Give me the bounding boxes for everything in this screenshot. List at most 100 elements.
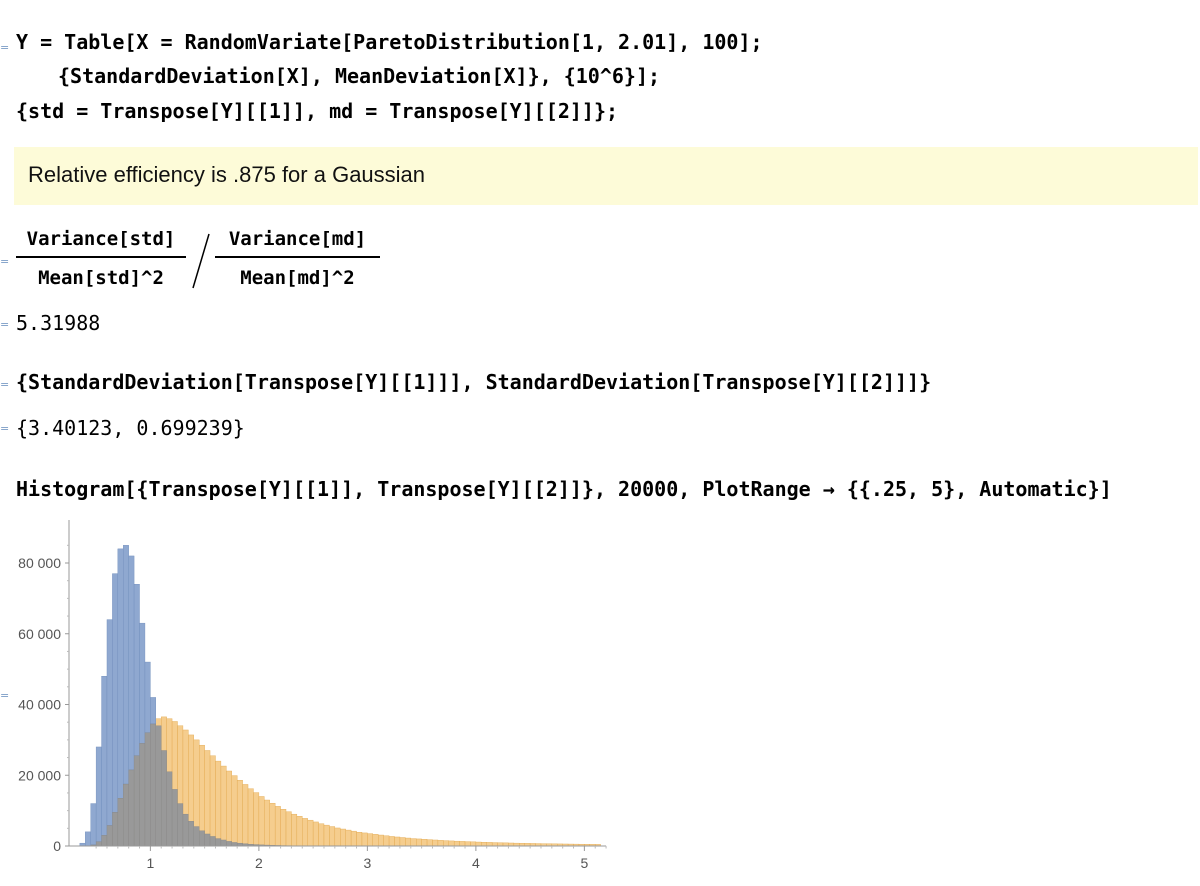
overlap-bar bbox=[155, 725, 162, 847]
series-2-bar bbox=[383, 835, 390, 847]
series-1-bar bbox=[117, 548, 124, 799]
overlap-bar bbox=[117, 798, 124, 847]
series-1-bar bbox=[106, 619, 113, 826]
y-tick-label: 0 bbox=[53, 838, 61, 854]
cell-bracket[interactable]: = bbox=[0, 422, 10, 435]
cell-bracket[interactable]: = bbox=[0, 378, 10, 391]
input-cell-3[interactable]: = {StandardDeviation[Transpose[Y][[1]]],… bbox=[0, 370, 1200, 400]
series-2-bar bbox=[280, 809, 287, 847]
overlap-bar bbox=[215, 838, 222, 847]
cell-bracket[interactable]: = bbox=[0, 689, 10, 702]
overlap-bar bbox=[182, 813, 189, 847]
series-2-bar bbox=[285, 811, 292, 847]
numerator-left: Variance[std] bbox=[26, 228, 176, 250]
x-tick-label: 2 bbox=[255, 855, 263, 871]
series-1-bar bbox=[85, 831, 91, 847]
series-1-bars bbox=[79, 545, 314, 847]
series-2-bar bbox=[421, 839, 428, 847]
cell-bracket[interactable]: = bbox=[0, 255, 10, 268]
overlap-bar bbox=[171, 789, 178, 847]
series-2-bar bbox=[345, 829, 352, 847]
input-cell-2[interactable]: = Variance[std] Mean[std]^2 Variance[md]… bbox=[0, 222, 1200, 302]
series-2-bar bbox=[350, 830, 357, 847]
x-tick-label: 5 bbox=[580, 855, 588, 871]
series-2-bar bbox=[372, 834, 379, 847]
x-tick-label: 4 bbox=[472, 855, 480, 871]
series-2-bar bbox=[394, 836, 401, 847]
series-1-bar bbox=[90, 803, 97, 846]
axes: 0 20 000 40 000 60 000 80 000 1 2 3 4 5 bbox=[18, 520, 607, 871]
series-2-bar bbox=[481, 842, 487, 847]
output-cell-3[interactable]: = {3.40123, 0.699239} bbox=[0, 414, 1200, 444]
fraction-bar-right bbox=[215, 256, 380, 258]
fraction-right: Variance[md] Mean[md]^2 bbox=[215, 228, 380, 289]
overlap-bar bbox=[144, 732, 151, 847]
series-2-bar bbox=[356, 832, 363, 847]
denominator-left: Mean[std]^2 bbox=[38, 266, 164, 289]
series-2-bar bbox=[410, 838, 417, 847]
histogram-chart: 0 20 000 40 000 60 000 80 000 1 2 3 4 5 bbox=[18, 520, 607, 871]
series-2-bar bbox=[416, 838, 422, 847]
code-line-1: Y = Table[X = RandomVariate[ParetoDistri… bbox=[16, 30, 763, 54]
overlap-bar bbox=[112, 812, 119, 847]
y-tick-label: 60 000 bbox=[18, 626, 61, 642]
numerator-right: Variance[md] bbox=[228, 228, 367, 250]
overlap-bar bbox=[166, 771, 173, 847]
series-1-bar bbox=[101, 675, 108, 836]
text-cell-content: Relative efficiency is .875 for a Gaussi… bbox=[28, 162, 426, 187]
overlap-bar bbox=[177, 803, 184, 847]
overlap-bar bbox=[95, 841, 102, 847]
series-2-bar bbox=[247, 788, 254, 847]
denominator-right: Mean[md]^2 bbox=[240, 266, 355, 289]
series-2-bar bbox=[231, 775, 238, 847]
series-2-bar bbox=[236, 780, 243, 847]
series-2-bar bbox=[323, 824, 330, 847]
series-2-bar bbox=[264, 799, 270, 847]
series-1-bar bbox=[139, 622, 146, 744]
series-2-bar bbox=[274, 806, 281, 847]
series-2-bar bbox=[361, 832, 368, 847]
series-2-bar bbox=[209, 755, 216, 847]
x-tick-label: 1 bbox=[146, 855, 154, 871]
series-1-bar bbox=[144, 661, 151, 734]
overlap-bar bbox=[106, 825, 113, 847]
series-2-bar bbox=[432, 839, 439, 847]
series-2-bar bbox=[291, 813, 298, 847]
overlap-bar bbox=[198, 830, 205, 847]
input-cell-1[interactable]: = Y = Table[X = RandomVariate[ParetoDist… bbox=[0, 28, 1200, 128]
series-2-bar bbox=[405, 837, 411, 847]
overlap-bar bbox=[133, 755, 140, 847]
overlap-bar bbox=[101, 835, 108, 847]
cell-bracket[interactable]: = bbox=[0, 318, 10, 331]
overlap-bar bbox=[161, 750, 167, 847]
code-line: Histogram[{Transpose[Y][[1]], Transpose[… bbox=[16, 477, 1112, 501]
overlap-bar bbox=[226, 841, 232, 847]
overlap-bar bbox=[209, 836, 216, 847]
overlap-bar bbox=[188, 821, 194, 847]
input-cell-4[interactable]: Histogram[{Transpose[Y][[1]], Transpose[… bbox=[0, 477, 1200, 507]
series-2-bar bbox=[334, 827, 341, 847]
series-2-bar bbox=[215, 760, 222, 847]
series-2-bar bbox=[470, 841, 477, 847]
series-2-bar bbox=[318, 823, 325, 847]
series-2-bar bbox=[378, 834, 384, 847]
overlap-bar bbox=[204, 833, 211, 847]
series-2-bar bbox=[464, 841, 471, 847]
output-value: 5.31988 bbox=[16, 311, 101, 335]
y-tick-label: 80 000 bbox=[18, 555, 61, 571]
output-cell-2[interactable]: = 5.31988 bbox=[0, 310, 1200, 340]
series-2-bar bbox=[475, 841, 482, 847]
code-line-3: {std = Transpose[Y][[1]], md = Transpose… bbox=[16, 99, 619, 123]
series-2-bar bbox=[329, 826, 336, 847]
series-1-bar bbox=[128, 555, 135, 771]
output-cell-4[interactable]: = 0 20 000 40 000 60 000 80 000 1 2 3 4 5 bbox=[0, 512, 1200, 886]
series-2-bar bbox=[307, 819, 314, 847]
text-cell[interactable]: Relative efficiency is .875 for a Gaussi… bbox=[14, 147, 1198, 205]
overlap-bar bbox=[150, 723, 157, 847]
overlap-bar bbox=[128, 769, 135, 847]
series-2-bar bbox=[453, 840, 460, 847]
series-1-bar bbox=[112, 573, 119, 813]
overlap-bar bbox=[123, 783, 129, 847]
series-2-bar bbox=[367, 833, 374, 847]
cell-bracket[interactable]: = bbox=[0, 41, 10, 54]
